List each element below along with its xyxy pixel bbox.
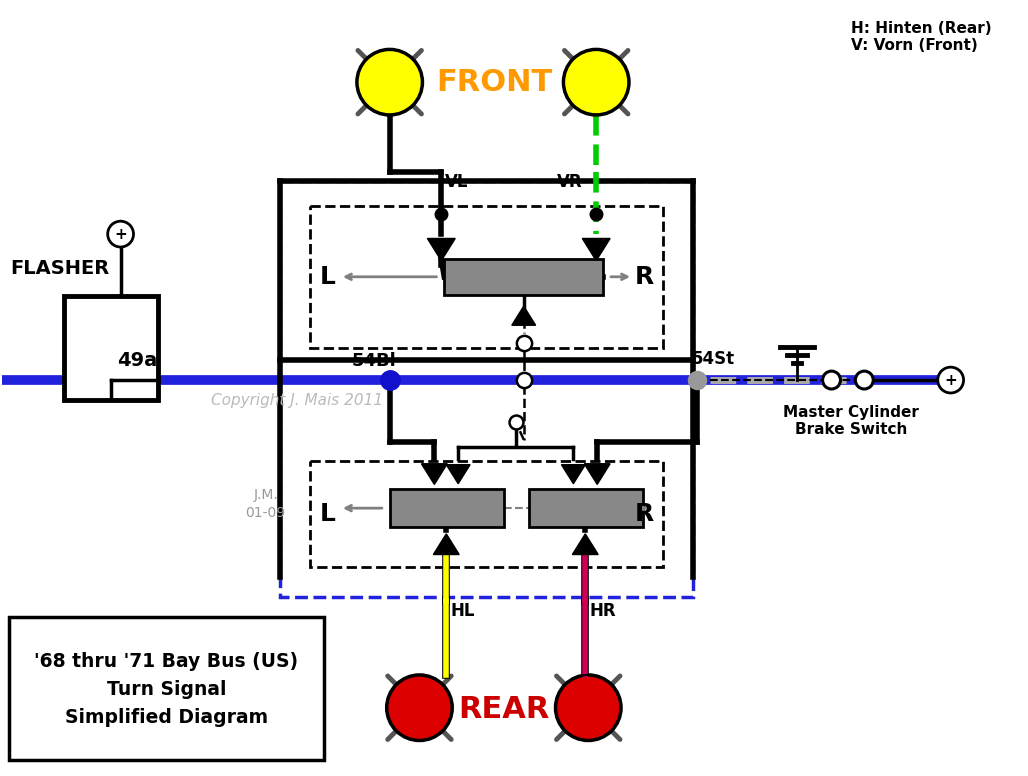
Circle shape [357, 50, 423, 115]
Bar [390, 490, 504, 527]
Circle shape [108, 221, 134, 247]
Circle shape [822, 371, 841, 389]
Text: 54St: 54St [692, 350, 735, 368]
Text: REAR: REAR [458, 695, 550, 724]
Text: HR: HR [589, 602, 616, 620]
Text: 54Bl: 54Bl [352, 352, 397, 370]
Text: 49a: 49a [116, 352, 157, 370]
Text: L: L [320, 265, 336, 289]
FancyBboxPatch shape [9, 618, 324, 760]
Text: FRONT: FRONT [436, 68, 552, 97]
Polygon shape [584, 464, 610, 484]
Text: J.M.
01-09: J.M. 01-09 [246, 488, 286, 521]
Text: Master Cylinder
Brake Switch: Master Cylinder Brake Switch [783, 405, 919, 438]
Circle shape [938, 367, 963, 393]
Polygon shape [434, 534, 460, 555]
Bar [64, 296, 158, 400]
Text: R: R [635, 265, 654, 289]
Text: '68 thru '71 Bay Bus (US)
Turn Signal
Simplified Diagram: '68 thru '71 Bay Bus (US) Turn Signal Si… [34, 653, 298, 727]
Polygon shape [561, 465, 585, 483]
Bar [281, 182, 693, 597]
Bar [310, 206, 663, 348]
Polygon shape [421, 464, 447, 484]
Text: +: + [114, 227, 127, 241]
Circle shape [387, 675, 452, 740]
Circle shape [555, 675, 621, 740]
Text: VL: VL [445, 173, 469, 192]
Polygon shape [582, 238, 610, 261]
Text: R: R [635, 502, 654, 526]
Circle shape [563, 50, 629, 115]
Polygon shape [428, 238, 455, 261]
Bar [528, 490, 642, 527]
Polygon shape [512, 307, 536, 325]
Text: Copyright J. Mais 2011: Copyright J. Mais 2011 [211, 393, 383, 408]
Text: VR: VR [556, 173, 582, 192]
Polygon shape [573, 534, 598, 555]
Bar [310, 462, 663, 566]
Text: HL: HL [450, 602, 475, 620]
Text: +: + [945, 372, 957, 387]
Text: H: Hinten (Rear)
V: Vorn (Front): H: Hinten (Rear) V: Vorn (Front) [851, 21, 992, 53]
Text: FLASHER: FLASHER [10, 259, 110, 278]
Bar [444, 259, 603, 295]
Polygon shape [446, 465, 470, 483]
Circle shape [855, 371, 873, 389]
Text: L: L [320, 502, 336, 526]
